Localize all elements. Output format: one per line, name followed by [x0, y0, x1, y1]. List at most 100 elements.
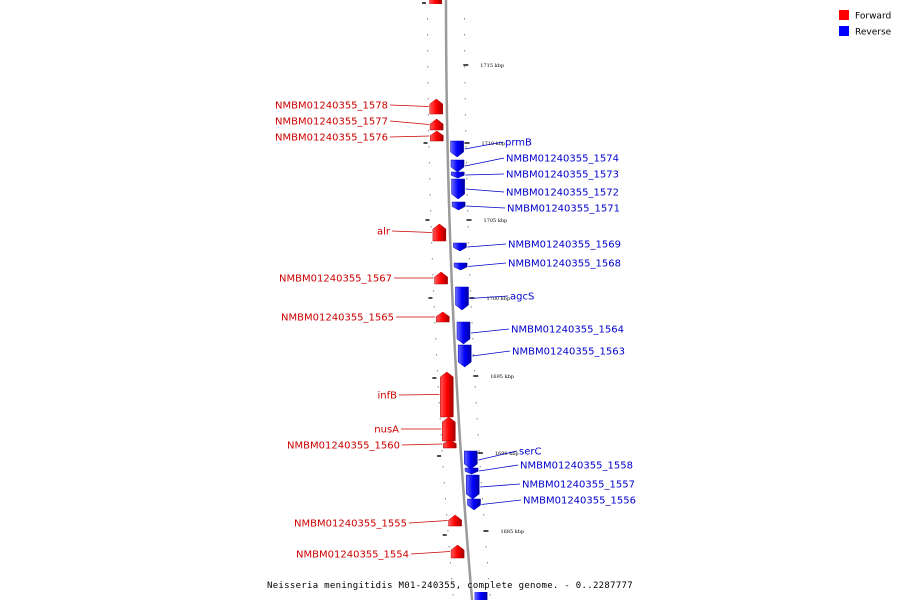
- gene-label[interactable]: NMBM01240355_1554: [296, 550, 409, 561]
- legend-swatch: [839, 10, 849, 20]
- label-leader: [389, 104, 429, 107]
- gene-nmbm01240355-1557[interactable]: NMBM01240355_1557: [465, 474, 635, 500]
- gene-arrow[interactable]: [453, 262, 468, 271]
- partial-forward-gene: [429, 0, 442, 4]
- gene-arrow[interactable]: [453, 242, 467, 252]
- gene-label[interactable]: NMBM01240355_1557: [522, 480, 635, 491]
- gene-nmbm01240355-1573[interactable]: NMBM01240355_1573: [450, 170, 619, 181]
- gene-arrow[interactable]: [451, 201, 466, 211]
- gene-nusa[interactable]: nusA: [374, 416, 456, 442]
- gene-nmbm01240355-1568[interactable]: NMBM01240355_1568: [453, 259, 621, 271]
- gene-nmbm01240355-1558[interactable]: NMBM01240355_1558: [464, 461, 633, 475]
- gene-label[interactable]: NMBM01240355_1555: [294, 519, 407, 530]
- gene-nmbm01240355-1554[interactable]: NMBM01240355_1554: [296, 544, 465, 561]
- gene-label[interactable]: infB: [378, 391, 398, 402]
- gene-label[interactable]: NMBM01240355_1577: [275, 117, 388, 128]
- gene-nmbm01240355-1577[interactable]: NMBM01240355_1577: [275, 117, 444, 131]
- gene-label[interactable]: NMBM01240355_1556: [523, 496, 636, 507]
- gene-label[interactable]: nusA: [374, 425, 399, 436]
- label-leader: [478, 450, 518, 461]
- tick-label: 1705 kbp: [484, 218, 508, 224]
- label-leader: [468, 262, 507, 267]
- gene-label[interactable]: NMBM01240355_1567: [279, 274, 392, 285]
- gene-arrow[interactable]: [432, 223, 447, 242]
- gene-alr[interactable]: alr: [377, 223, 447, 242]
- label-leader: [481, 499, 522, 505]
- gene-nmbm01240355-1560[interactable]: NMBM01240355_1560: [287, 439, 457, 452]
- label-leader: [469, 295, 509, 299]
- gene-arrow[interactable]: [429, 98, 444, 115]
- label-leader: [464, 141, 504, 150]
- label-leader: [410, 551, 451, 555]
- gene-label[interactable]: NMBM01240355_1571: [507, 204, 620, 215]
- tick-label: 1695 kbp: [490, 374, 514, 380]
- gene-arrow[interactable]: [440, 371, 454, 418]
- gene-label[interactable]: NMBM01240355_1576: [275, 133, 388, 144]
- gene-nmbm01240355-1556[interactable]: NMBM01240355_1556: [467, 496, 636, 511]
- gene-arrow[interactable]: [467, 498, 481, 511]
- gene-arrow[interactable]: [455, 286, 469, 311]
- label-leader: [464, 157, 505, 167]
- gene-arrow[interactable]: [457, 344, 472, 368]
- gene-arrow[interactable]: [456, 321, 471, 345]
- gene-arrow[interactable]: [429, 118, 444, 131]
- label-leader: [466, 205, 506, 209]
- gene-nmbm01240355-1555[interactable]: NMBM01240355_1555: [294, 514, 462, 530]
- gene-nmbm01240355-1574[interactable]: NMBM01240355_1574: [450, 154, 619, 173]
- gene-serc[interactable]: serC: [464, 447, 541, 470]
- gene-arrow[interactable]: [451, 178, 465, 200]
- gene-arrow[interactable]: [436, 311, 450, 323]
- gene-label[interactable]: NMBM01240355_1569: [508, 240, 621, 251]
- legend-item-reverse: Reverse: [839, 26, 892, 38]
- legend-swatch: [839, 26, 849, 36]
- gene-arrow[interactable]: [450, 171, 465, 179]
- gene-label[interactable]: NMBM01240355_1558: [520, 461, 633, 472]
- partial-reverse-gene: [474, 592, 488, 600]
- gene-label[interactable]: NMBM01240355_1573: [506, 170, 619, 181]
- label-leader: [467, 243, 507, 248]
- gene-nmbm01240355-1564[interactable]: NMBM01240355_1564: [456, 321, 624, 345]
- gene-features: NMBM01240355_1578 NMBM01240355_1577 NMBM01…: [275, 0, 636, 600]
- gene-label[interactable]: prmB: [505, 138, 532, 149]
- gene-label[interactable]: NMBM01240355_1574: [506, 154, 619, 165]
- label-leader: [391, 230, 432, 233]
- gene-arrow[interactable]: [464, 467, 479, 475]
- gene-arrow[interactable]: [430, 130, 444, 142]
- legend: Forward Reverse: [839, 10, 892, 38]
- gene-nmbm01240355-1578[interactable]: NMBM01240355_1578: [275, 98, 444, 115]
- gene-nmbm01240355-1569[interactable]: NMBM01240355_1569: [453, 240, 621, 252]
- gene-arrow[interactable]: [450, 544, 465, 559]
- label-leader: [465, 188, 505, 193]
- gene-label[interactable]: alr: [377, 227, 391, 238]
- gene-nmbm01240355-1563[interactable]: NMBM01240355_1563: [457, 344, 625, 368]
- gene-nmbm01240355-1576[interactable]: NMBM01240355_1576: [275, 130, 444, 144]
- gene-label[interactable]: NMBM01240355_1572: [506, 188, 619, 199]
- gene-nmbm01240355-1571[interactable]: NMBM01240355_1571: [451, 201, 620, 215]
- tick-label: 1715 kbp: [480, 63, 504, 69]
- gene-label[interactable]: NMBM01240355_1578: [275, 101, 388, 112]
- gene-label[interactable]: NMBM01240355_1564: [511, 325, 624, 336]
- gene-nmbm01240355-1567[interactable]: NMBM01240355_1567: [279, 271, 448, 285]
- gene-label[interactable]: NMBM01240355_1568: [508, 259, 621, 270]
- gene-agcs[interactable]: agcS: [455, 286, 535, 311]
- gene-prmb[interactable]: prmB: [450, 138, 532, 158]
- gene-label[interactable]: agcS: [510, 292, 534, 303]
- gene-arrow[interactable]: [450, 159, 465, 173]
- gene-arrow[interactable]: [464, 450, 478, 470]
- gene-label[interactable]: serC: [519, 447, 541, 458]
- gene-arrow[interactable]: [442, 416, 456, 442]
- tick-label: 1700 kbp: [486, 296, 510, 302]
- gene-nmbm01240355-1565[interactable]: NMBM01240355_1565: [281, 311, 450, 324]
- gene-label[interactable]: NMBM01240355_1563: [512, 347, 625, 358]
- tick-label: 1685 kbp: [500, 529, 524, 535]
- gene-arrow[interactable]: [448, 514, 462, 527]
- gene-arrow[interactable]: [450, 140, 464, 158]
- gene-label[interactable]: NMBM01240355_1560: [287, 441, 400, 452]
- gene-arrow[interactable]: [434, 271, 448, 285]
- genome-backbone: [444, 0, 474, 600]
- gene-label[interactable]: NMBM01240355_1565: [281, 313, 394, 324]
- gene-arrow[interactable]: [465, 474, 480, 500]
- gene-arrow[interactable]: [443, 439, 457, 449]
- gene-infb[interactable]: infB: [378, 371, 454, 418]
- gene-nmbm01240355-1572[interactable]: NMBM01240355_1572: [451, 178, 619, 200]
